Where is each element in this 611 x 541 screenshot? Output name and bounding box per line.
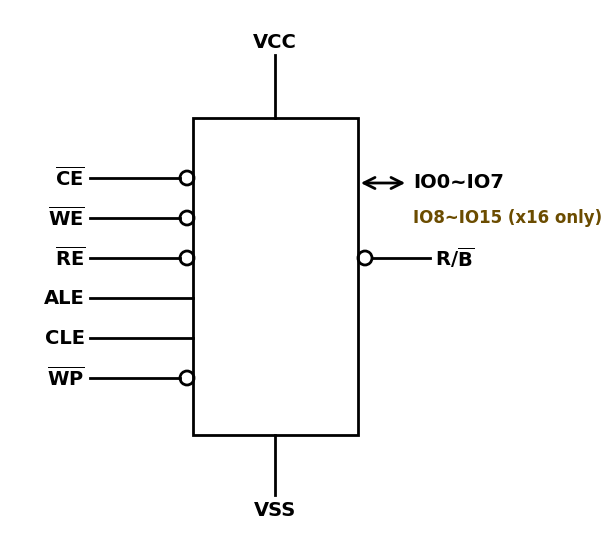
Text: $\mathbf{\overline{CE}}$: $\mathbf{\overline{CE}}$ — [56, 166, 85, 190]
Text: IO8~IO15 (x16 only): IO8~IO15 (x16 only) — [413, 209, 602, 227]
Bar — [193, 118, 358, 435]
Text: VSS: VSS — [254, 500, 296, 519]
Text: $\mathbf{\overline{WE}}$: $\mathbf{\overline{WE}}$ — [48, 206, 85, 230]
Text: CLE: CLE — [45, 328, 85, 347]
Text: VCC: VCC — [253, 32, 297, 51]
Text: $\mathbf{\overline{RE}}$: $\mathbf{\overline{RE}}$ — [54, 246, 85, 270]
Text: R/$\mathbf{\overline{B}}$: R/$\mathbf{\overline{B}}$ — [435, 246, 474, 270]
Text: IO0~IO7: IO0~IO7 — [413, 174, 504, 193]
Text: $\mathbf{\overline{WP}}$: $\mathbf{\overline{WP}}$ — [47, 366, 85, 390]
Text: ALE: ALE — [44, 288, 85, 307]
